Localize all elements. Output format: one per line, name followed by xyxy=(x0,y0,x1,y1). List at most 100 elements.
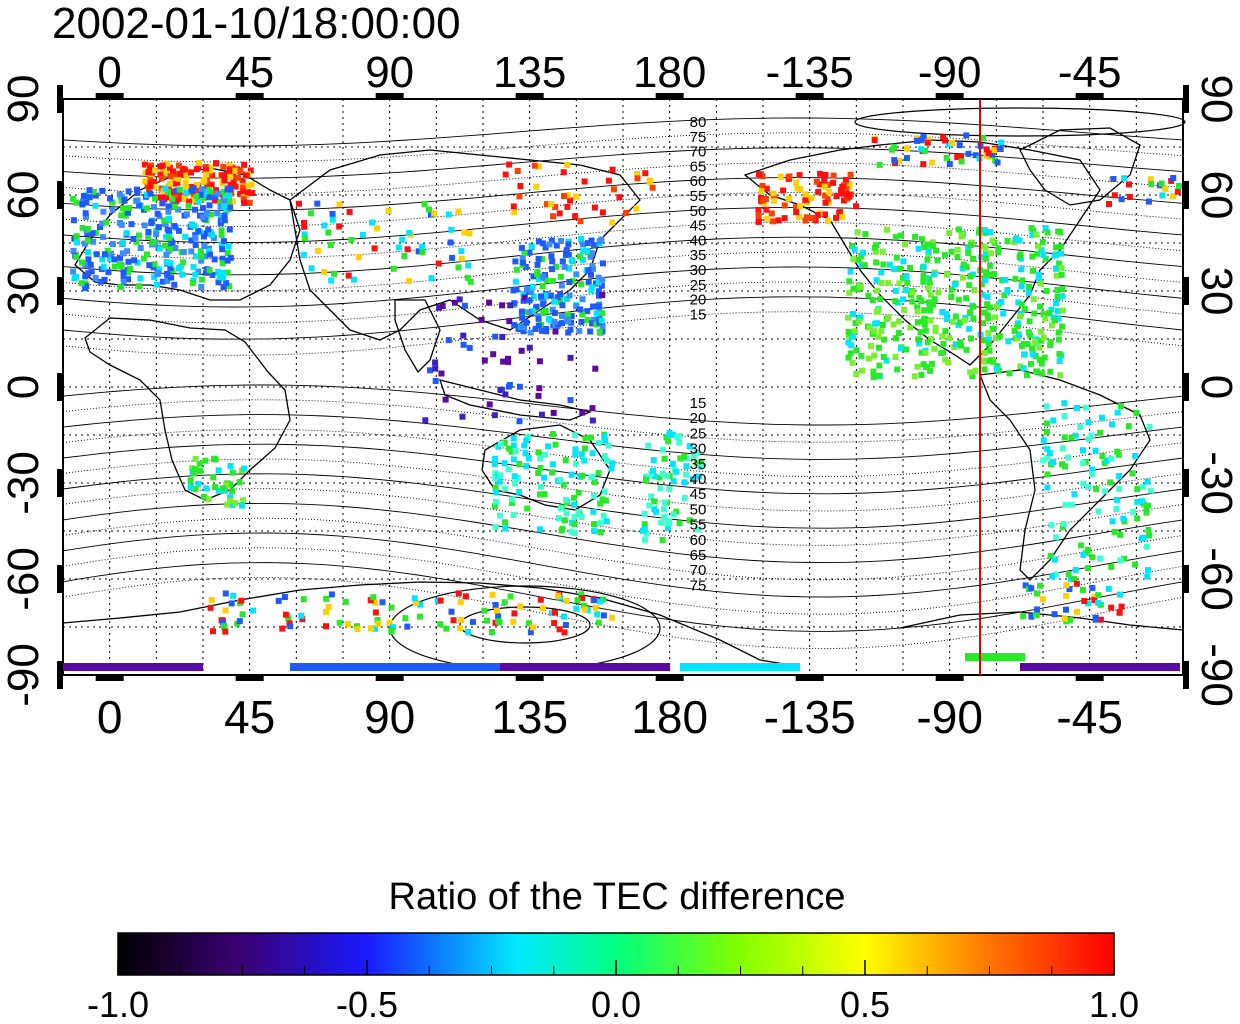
data-pixel xyxy=(1125,423,1132,430)
data-pixel xyxy=(134,186,140,193)
data-pixel xyxy=(957,319,964,326)
data-pixel xyxy=(1028,585,1035,592)
data-pixel xyxy=(195,198,202,205)
data-pixel xyxy=(677,455,684,462)
data-pixel xyxy=(130,236,137,242)
data-pixel xyxy=(971,287,978,293)
data-pixel xyxy=(241,161,248,168)
data-pixel xyxy=(92,202,99,209)
contour-label-north: 70 xyxy=(690,144,707,161)
data-pixel xyxy=(529,308,536,315)
data-pixel xyxy=(578,451,585,458)
axis-tick-labels: 0045459090135135180180-135-135-90-90-45-… xyxy=(0,48,1240,743)
polar-band xyxy=(290,663,550,671)
data-pixel xyxy=(1132,453,1139,459)
data-pixel xyxy=(120,278,127,285)
data-pixel xyxy=(1097,616,1104,623)
data-pixel xyxy=(232,183,239,190)
top-tick-bar xyxy=(655,93,684,99)
data-pixel xyxy=(230,179,237,186)
data-pixel xyxy=(539,273,546,280)
data-pixel xyxy=(588,250,595,257)
left-tick-bar xyxy=(57,277,63,305)
data-pixel xyxy=(348,236,355,243)
data-pixel xyxy=(526,309,533,316)
top-tick-bar xyxy=(1075,93,1104,99)
data-pixel xyxy=(1118,196,1125,203)
data-pixel xyxy=(995,248,1002,255)
data-pixel xyxy=(550,409,557,416)
data-pixel xyxy=(221,624,228,631)
data-pixel xyxy=(99,220,106,227)
data-pixel xyxy=(124,248,131,255)
data-pixel xyxy=(940,349,946,356)
data-pixel xyxy=(165,215,172,222)
data-pixel xyxy=(998,139,1005,146)
data-pixel xyxy=(681,479,688,486)
data-pixel xyxy=(180,249,187,255)
data-pixel xyxy=(537,455,544,462)
data-pixel xyxy=(502,171,509,178)
data-pixel xyxy=(298,612,305,619)
data-pixel xyxy=(881,336,888,343)
data-pixel xyxy=(633,205,640,212)
data-pixel xyxy=(301,223,308,230)
data-pixel xyxy=(641,526,648,533)
data-pixel xyxy=(1025,289,1032,296)
data-pixel xyxy=(1005,338,1012,345)
data-pixel xyxy=(552,263,559,270)
data-pixel xyxy=(226,226,233,233)
data-pixel xyxy=(578,318,585,325)
data-pixel xyxy=(661,506,667,513)
data-pixel xyxy=(176,186,183,193)
data-pixel xyxy=(175,206,182,213)
data-pixel xyxy=(987,262,994,269)
data-pixel xyxy=(659,536,666,543)
data-pixel xyxy=(926,280,933,287)
data-pixel xyxy=(427,367,433,374)
data-pixel xyxy=(1108,455,1115,462)
data-pixel xyxy=(97,224,103,230)
data-pixel xyxy=(838,190,845,197)
bottom-lon-tick-label: 45 xyxy=(224,691,275,743)
africa-coastline xyxy=(84,317,291,501)
data-pixel xyxy=(136,202,143,209)
data-pixel xyxy=(164,160,171,167)
data-pixel xyxy=(577,306,584,313)
data-pixel xyxy=(198,284,205,290)
data-pixel xyxy=(221,212,228,219)
data-pixel xyxy=(145,229,152,235)
data-pixel xyxy=(891,157,898,164)
data-pixel xyxy=(785,195,792,202)
data-pixel xyxy=(868,342,874,349)
data-pixel xyxy=(207,251,213,258)
data-pixel xyxy=(865,355,872,362)
data-pixel xyxy=(492,484,499,491)
data-pixel xyxy=(525,455,532,462)
data-pixel xyxy=(898,232,904,239)
data-pixel xyxy=(986,357,993,364)
data-pixel xyxy=(1098,414,1105,421)
data-pixel xyxy=(1052,317,1058,323)
data-pixel xyxy=(1001,292,1008,299)
contour-line-north xyxy=(62,251,1184,292)
data-pixel xyxy=(390,624,396,631)
contour-line-south xyxy=(62,517,1184,581)
data-pixel xyxy=(596,328,603,335)
data-pixel xyxy=(870,374,877,381)
data-pixel xyxy=(560,481,567,488)
data-pixel xyxy=(892,354,899,360)
top-tick-bar xyxy=(235,93,264,99)
data-pixel xyxy=(1105,585,1112,592)
data-pixel xyxy=(940,340,947,347)
contour-label-north: 60 xyxy=(690,173,707,190)
data-pixel xyxy=(1017,363,1024,370)
data-pixel xyxy=(1031,310,1038,317)
data-pixel xyxy=(1114,496,1121,503)
data-pixel xyxy=(581,606,588,613)
data-pixel xyxy=(229,488,236,495)
data-pixel xyxy=(966,309,973,316)
data-pixel xyxy=(84,225,91,232)
data-pixel xyxy=(151,195,158,202)
data-pixel xyxy=(1115,451,1122,458)
